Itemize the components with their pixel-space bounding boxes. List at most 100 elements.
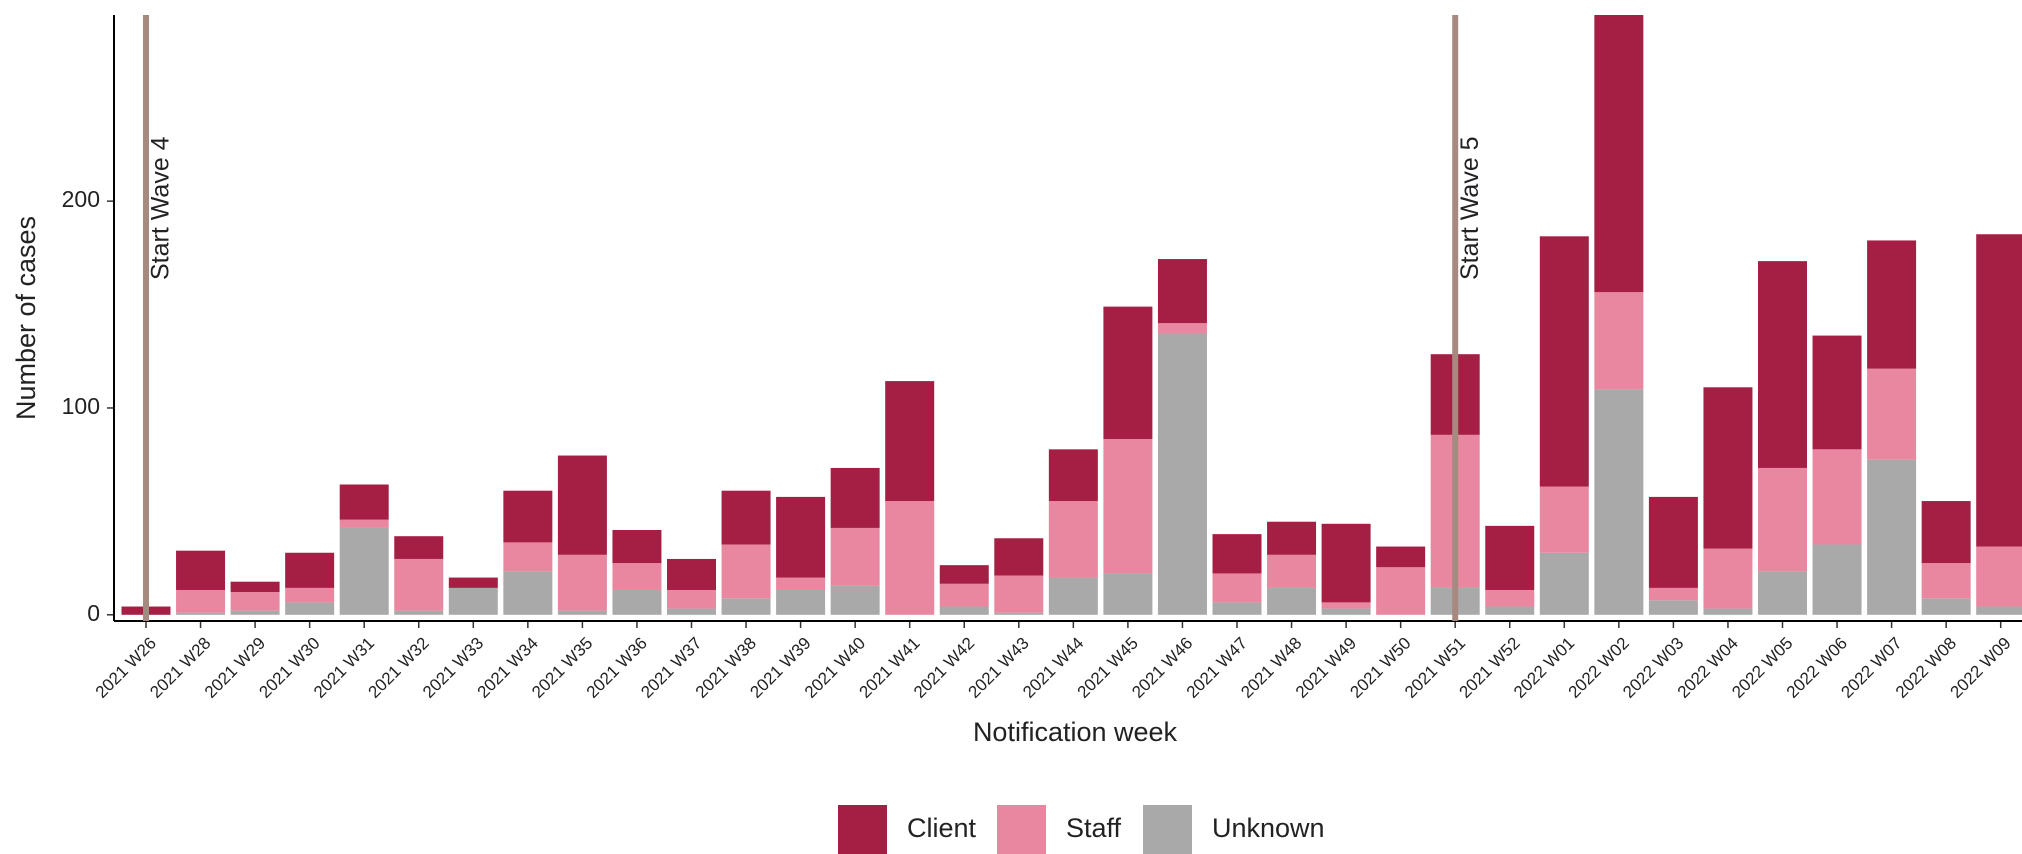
- bar-segment: [503, 490, 553, 543]
- bar-segment: [1594, 292, 1644, 390]
- bar-segment: [1539, 236, 1589, 487]
- bar-segment: [394, 610, 444, 615]
- bar-segment: [1267, 521, 1317, 555]
- bar-segment: [885, 501, 935, 615]
- bar-segment: [230, 592, 280, 611]
- bar-segment: [1321, 608, 1371, 615]
- bar-segment: [776, 589, 826, 615]
- bar-segment: [1758, 467, 1807, 572]
- bar-segment: [285, 587, 335, 603]
- bar-segment: [557, 455, 607, 555]
- bar-segment: [994, 575, 1044, 613]
- bar-segment: [721, 544, 771, 599]
- bar-segment: [1539, 552, 1589, 615]
- bar-segment: [612, 563, 662, 590]
- bar-segment: [1212, 573, 1262, 603]
- bar-segment: [1157, 323, 1207, 334]
- y-tick-label: 100: [62, 393, 100, 419]
- wave-label: Start Wave 5: [1456, 136, 1484, 280]
- bar-segment: [1758, 261, 1807, 468]
- bar-segment: [1867, 240, 1917, 369]
- bar-segment: [1103, 573, 1153, 615]
- bar-segment: [1812, 544, 1862, 615]
- bar-segment: [503, 542, 553, 572]
- bar-segment: [1921, 563, 1971, 599]
- bar-segment: [939, 583, 989, 607]
- bar-segment: [1812, 335, 1862, 450]
- bar-segment: [1157, 259, 1207, 324]
- bar-segment: [339, 484, 389, 520]
- bar-segment: [1976, 234, 2022, 547]
- legend-swatch: [1143, 805, 1192, 854]
- legend-swatch: [838, 805, 887, 854]
- bar-segment: [830, 585, 880, 615]
- bar-segment: [1267, 587, 1317, 615]
- bar-segment: [1485, 525, 1535, 590]
- legend-label: Unknown: [1212, 813, 1325, 843]
- bar-segment: [1648, 587, 1698, 601]
- bar-segment: [176, 550, 226, 590]
- y-tick-label: 200: [62, 186, 100, 212]
- bar-segment: [448, 587, 498, 615]
- bar-segment: [776, 496, 826, 578]
- bar-segment: [1976, 546, 2022, 607]
- bar-segment: [994, 612, 1044, 615]
- bar-segment: [1321, 523, 1371, 603]
- y-tick-label: 0: [87, 600, 100, 626]
- bar-segment: [1921, 598, 1971, 615]
- bar-segment: [1485, 589, 1535, 607]
- bar-segment: [721, 490, 771, 545]
- y-axis-title: Number of cases: [11, 216, 41, 420]
- bar-segment: [1048, 449, 1098, 502]
- bar-segment: [339, 519, 389, 528]
- bar-segment: [1103, 306, 1153, 439]
- bar-segment: [667, 608, 716, 615]
- bar-segment: [667, 589, 716, 609]
- bar-segment: [1212, 534, 1262, 574]
- bar-segment: [612, 529, 662, 564]
- legend-label: Staff: [1066, 813, 1122, 843]
- bar-segment: [1376, 567, 1426, 615]
- bar-segment: [1648, 496, 1698, 588]
- bar-segment: [176, 612, 226, 615]
- bar-segment: [557, 610, 607, 615]
- bar-segment: [230, 581, 280, 593]
- bar-segment: [1103, 438, 1153, 574]
- bar-segment: [176, 589, 226, 613]
- bar-segment: [394, 536, 444, 559]
- bar-segment: [230, 610, 280, 615]
- bar-segment: [939, 606, 989, 615]
- bar-segment: [1867, 459, 1917, 615]
- bar-segment: [1048, 577, 1098, 615]
- legend-swatch: [997, 805, 1046, 854]
- bar-segment: [1539, 486, 1589, 553]
- bar-segment: [1921, 501, 1971, 564]
- x-axis-title: Notification week: [973, 717, 1178, 747]
- bar-segment: [503, 571, 553, 615]
- bar-segment: [1376, 546, 1426, 568]
- bar-segment: [1648, 600, 1698, 615]
- bar-segment: [1812, 449, 1862, 545]
- bar-segment: [939, 565, 989, 584]
- bar-segment: [994, 538, 1044, 576]
- bar-segment: [1976, 606, 2022, 615]
- bar-segment: [394, 558, 444, 611]
- bar-segment: [1267, 554, 1317, 588]
- bar-segment: [612, 589, 662, 615]
- legend-label: Client: [907, 813, 977, 843]
- bar-segment: [448, 577, 498, 588]
- bar-segment: [339, 527, 389, 615]
- bar-segment: [776, 577, 826, 590]
- bar-segment: [285, 602, 335, 615]
- bar-segment: [885, 381, 935, 502]
- bar-segment: [1212, 602, 1262, 615]
- bar-segment: [557, 554, 607, 611]
- bar-segment: [1703, 548, 1753, 609]
- bar-segment: [830, 467, 880, 528]
- bar-segment: [830, 527, 880, 586]
- bar-segment: [1321, 602, 1371, 609]
- bar-segment: [285, 552, 335, 588]
- bar-segment: [1703, 608, 1753, 615]
- bar-segment: [667, 558, 716, 590]
